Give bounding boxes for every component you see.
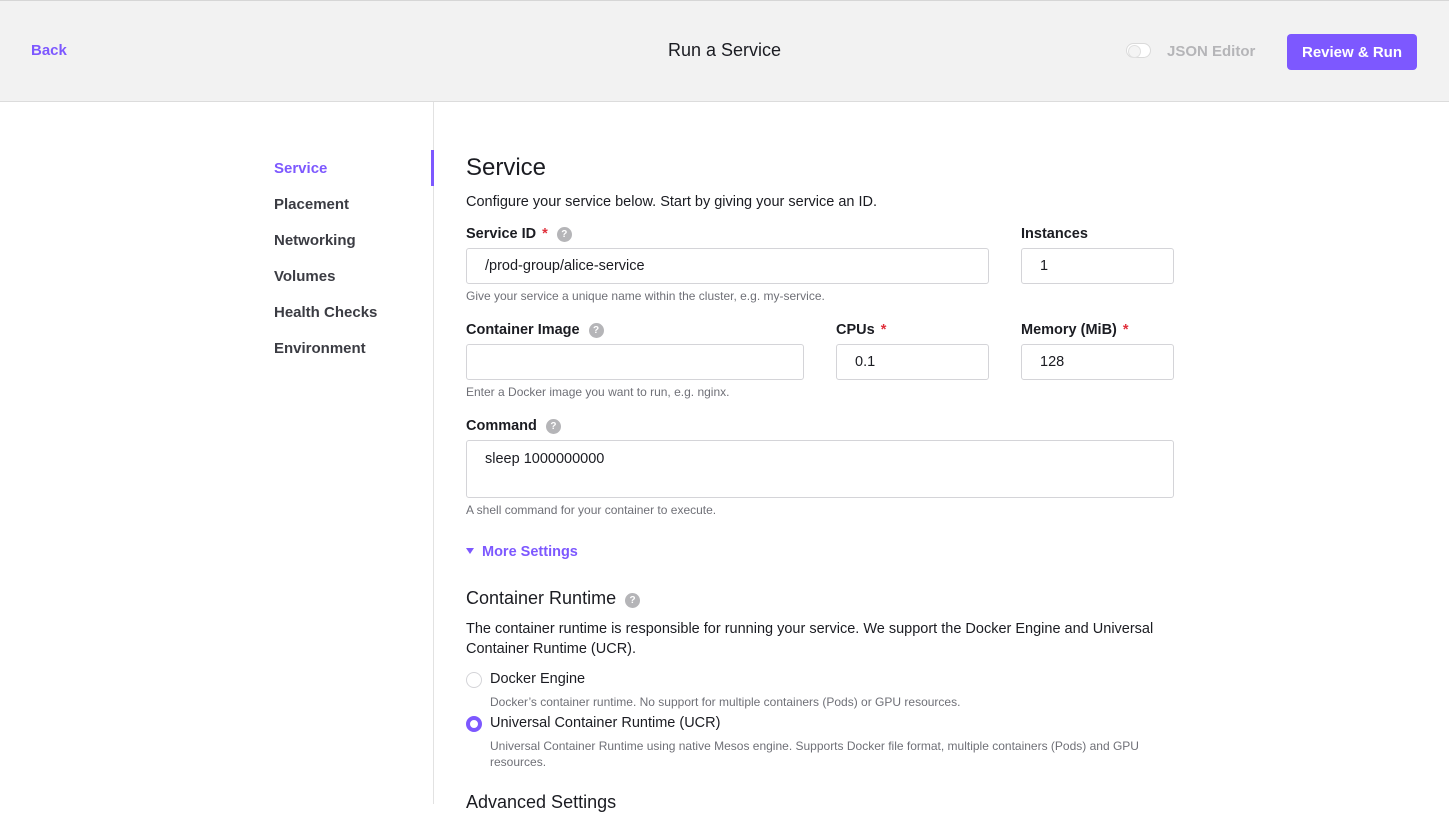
memory-input[interactable] — [1021, 344, 1174, 380]
json-editor-label[interactable]: JSON Editor — [1167, 43, 1256, 60]
container-image-label: Container Image? — [466, 322, 604, 338]
sidebar-item-environment[interactable]: Environment — [274, 340, 366, 357]
required-mark: * — [1122, 322, 1129, 338]
section-intro: Configure your service below. Start by g… — [466, 194, 878, 210]
docker-engine-description: Docker’s container runtime. No support f… — [490, 695, 961, 709]
container-runtime-title: Container Runtime? — [466, 588, 641, 609]
sidebar-item-volumes[interactable]: Volumes — [274, 268, 336, 285]
instances-label: Instances — [1021, 226, 1088, 242]
help-icon[interactable]: ? — [625, 593, 641, 608]
active-nav-indicator — [431, 150, 434, 186]
review-run-button[interactable]: Review & Run — [1287, 34, 1417, 70]
docker-engine-radio[interactable] — [466, 672, 482, 688]
ucr-radio[interactable] — [466, 716, 482, 732]
sidebar-item-placement[interactable]: Placement — [274, 196, 350, 213]
cpus-label: CPUs * — [836, 322, 887, 338]
help-icon[interactable]: ? — [588, 323, 604, 338]
service-id-input[interactable] — [466, 248, 989, 284]
required-mark: * — [880, 322, 887, 338]
sidebar-nav: Service Placement Networking Volumes Hea… — [0, 102, 434, 804]
command-hint: A shell command for your container to ex… — [466, 503, 717, 517]
help-icon[interactable]: ? — [556, 227, 572, 242]
command-textarea[interactable]: sleep 1000000000 — [466, 440, 1174, 498]
ucr-description: Universal Container Runtime using native… — [490, 739, 1139, 769]
docker-engine-label[interactable]: Docker Engine — [490, 671, 586, 687]
instances-input[interactable] — [1021, 248, 1174, 284]
required-mark: * — [542, 226, 548, 242]
memory-label: Memory (MiB) * — [1021, 322, 1129, 338]
section-title: Service — [466, 154, 547, 181]
caret-down-icon — [466, 548, 474, 554]
more-settings-toggle[interactable]: More Settings — [466, 544, 578, 560]
container-runtime-description: The container runtime is responsible for… — [466, 621, 1154, 657]
cpus-input[interactable] — [836, 344, 989, 380]
ucr-label[interactable]: Universal Container Runtime (UCR) — [490, 715, 721, 731]
page-title: Run a Service — [667, 40, 782, 60]
sidebar-item-service[interactable]: Service — [274, 160, 328, 177]
sidebar-item-health-checks[interactable]: Health Checks — [274, 304, 378, 321]
page-header: Back Run a Service JSON Editor Review & … — [0, 0, 1449, 102]
advanced-settings-title: Advanced Settings — [466, 792, 617, 812]
container-image-input[interactable] — [466, 344, 804, 380]
json-editor-toggle[interactable] — [1126, 43, 1151, 58]
container-image-hint: Enter a Docker image you want to run, e.… — [466, 385, 730, 399]
command-label: Command? — [466, 418, 561, 434]
service-id-hint: Give your service a unique name within t… — [466, 289, 825, 303]
service-id-label: Service ID *? — [466, 226, 572, 242]
back-link[interactable]: Back — [31, 42, 67, 59]
help-icon[interactable]: ? — [545, 419, 561, 434]
sidebar-item-networking[interactable]: Networking — [274, 232, 356, 249]
